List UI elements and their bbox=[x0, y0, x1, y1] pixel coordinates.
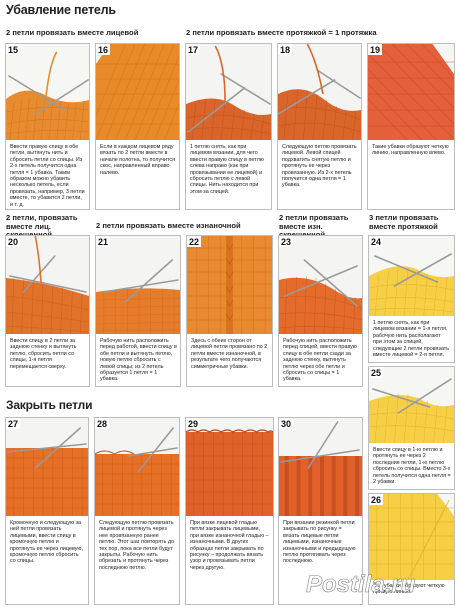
page-title: Убавление петель bbox=[6, 3, 116, 17]
step-24-description: 1 петлю снять, как при лицевом вязании =… bbox=[373, 320, 450, 359]
step-30-photo bbox=[279, 418, 362, 516]
section-heading-k2tog-tbl: 2 петли, провязать вместе лиц. скрещенно… bbox=[6, 213, 78, 239]
step-19-photo bbox=[368, 44, 454, 140]
step-27-number: 27 bbox=[6, 418, 21, 429]
step-28-number: 28 bbox=[95, 418, 110, 429]
step-26-description: Эти убавки образуют четкую прямую линию. bbox=[373, 583, 445, 596]
step-22-description: Здесь с обеих сторон от лицевой петли пр… bbox=[191, 338, 268, 370]
step-22-number: 22 bbox=[187, 236, 202, 247]
step-28-photo bbox=[95, 418, 179, 516]
watermark-logo: Postila.ru bbox=[304, 566, 454, 604]
step-20-photo bbox=[6, 236, 89, 334]
step-16-card: 16 Если в каждом лицевом ряду вязать по … bbox=[95, 43, 180, 210]
step-29-number: 29 bbox=[186, 418, 201, 429]
step-19-card: 19 Такие убавки образуют четкую линию, н… bbox=[367, 43, 455, 210]
step-15-number: 15 bbox=[6, 44, 21, 55]
step-27-photo bbox=[6, 418, 88, 516]
step-15-description: Ввести правую спицу в обе петли, вытянут… bbox=[10, 144, 85, 208]
section-heading-p2tog: 2 петли провязать вместе изнаночной bbox=[96, 221, 241, 230]
step-21-number: 21 bbox=[96, 236, 111, 247]
step-16-number: 16 bbox=[96, 44, 111, 55]
section-heading-ssk: 2 петли провязать вместе протяжкой = 1 п… bbox=[186, 28, 377, 37]
step-27-card: 27 Кромочную и следующую за ней петли пр… bbox=[5, 417, 89, 605]
step-26-photo bbox=[369, 494, 454, 580]
step-23-photo bbox=[279, 236, 362, 334]
step-23-card: 23 Рабочую нить расположить перед спицей… bbox=[278, 235, 363, 387]
section-heading-p2tog-tbl: 2 петли провязать вместе изн. скрещенной bbox=[279, 213, 349, 239]
step-18-photo bbox=[278, 44, 361, 140]
step-30-description: При вязании резинкой петли закрывать по … bbox=[283, 520, 356, 565]
step-20-number: 20 bbox=[6, 236, 21, 247]
step-28-card: 28 Следующую петлю провязать лицевой и п… bbox=[94, 417, 180, 605]
step-28-description: Следующую петлю провязать лицевой и прот… bbox=[99, 520, 175, 571]
step-16-photo bbox=[96, 44, 179, 140]
section-heading-sk2p: 3 петли провязать вместе протяжкой bbox=[369, 213, 439, 231]
step-24-photo bbox=[369, 236, 454, 316]
step-22-card: 22 Здесь с обеих сторон от лицевой петли… bbox=[186, 235, 273, 387]
step-17-number: 17 bbox=[186, 44, 201, 55]
step-25-description: Ввести спицу в 1-ю петлю и протянуть ее … bbox=[373, 447, 451, 486]
step-15-card: 15 Ввести правую спицу в обе петли, вытя… bbox=[5, 43, 90, 210]
close-section-title: Закрыть петли bbox=[6, 398, 93, 412]
step-23-description: Рабочую нить расположить перед спицей, в… bbox=[283, 338, 357, 383]
step-16-description: Если в каждом лицевом ряду вязать по 2 п… bbox=[100, 144, 176, 176]
step-29-card: 29 При вязке лицевой гладью петли закрыв… bbox=[185, 417, 274, 605]
step-18-description: Следующую петлю провязать лицевой. Левой… bbox=[282, 144, 357, 189]
step-17-card: 17 1 петлю снять, как при лицевом вязани… bbox=[185, 43, 272, 210]
step-25-card: 25 Ввести спицу в 1-ю петлю и протянуть … bbox=[368, 366, 455, 490]
svg-text:Postila.ru: Postila.ru bbox=[306, 571, 416, 598]
step-17-photo bbox=[186, 44, 271, 140]
step-15-photo bbox=[6, 44, 89, 140]
step-22-photo bbox=[187, 236, 272, 334]
step-30-number: 30 bbox=[279, 418, 294, 429]
step-27-description: Кромочную и следующую за ней петли провя… bbox=[10, 520, 83, 565]
step-18-number: 18 bbox=[278, 44, 293, 55]
step-29-description: При вязке лицевой гладью петли закрывать… bbox=[190, 520, 269, 571]
step-24-card: 24 1 петлю снять, как при лицевом вязани… bbox=[368, 235, 455, 363]
step-26-card: 26 Эти убавки образуют четкую прямую лин… bbox=[368, 493, 455, 605]
step-24-number: 24 bbox=[369, 236, 384, 247]
step-17-description: 1 петлю снять, как при лицевом вязании, … bbox=[190, 144, 264, 195]
step-21-photo bbox=[96, 236, 180, 334]
step-19-number: 19 bbox=[368, 44, 383, 55]
step-20-description: Ввести спицу в 2 петли за заднюю стенку … bbox=[10, 338, 77, 370]
step-23-number: 23 bbox=[279, 236, 294, 247]
step-25-photo bbox=[369, 367, 454, 443]
section-heading-knit-together: 2 петли провязать вместе лицевой bbox=[6, 28, 139, 37]
step-18-card: 18 Следующую петлю провязать лицевой. Ле… bbox=[277, 43, 362, 210]
step-21-description: Рабочую нить расположить перед работой, … bbox=[100, 338, 177, 383]
step-26-number: 26 bbox=[369, 494, 384, 505]
step-19-description: Такие убавки образуют четкую линию, напр… bbox=[372, 144, 449, 157]
step-30-card: 30 При вязании резинкой петли закрывать … bbox=[278, 417, 363, 605]
step-21-card: 21 Рабочую нить расположить перед работо… bbox=[95, 235, 181, 387]
step-29-photo bbox=[186, 418, 273, 516]
step-20-card: 20 Ввести спицу в 2 петли за заднюю стен… bbox=[5, 235, 90, 387]
step-25-number: 25 bbox=[369, 367, 384, 378]
